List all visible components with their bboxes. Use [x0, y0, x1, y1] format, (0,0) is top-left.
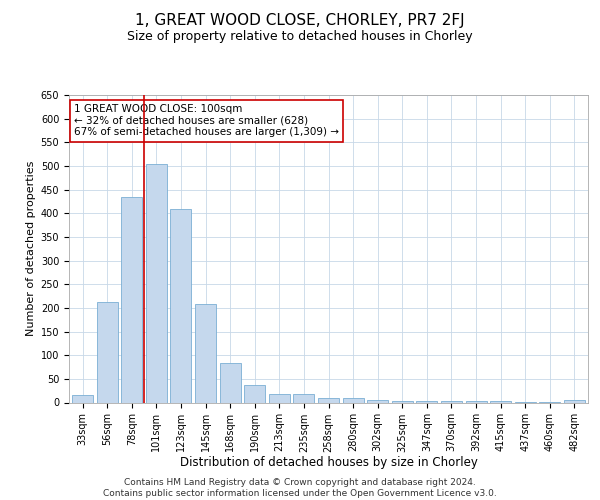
Bar: [318, 398, 339, 402]
Y-axis label: Number of detached properties: Number of detached properties: [26, 161, 37, 336]
Bar: [367, 400, 388, 402]
Bar: [416, 401, 437, 402]
Text: Size of property relative to detached houses in Chorley: Size of property relative to detached ho…: [127, 30, 473, 43]
X-axis label: Distribution of detached houses by size in Chorley: Distribution of detached houses by size …: [179, 456, 478, 469]
Bar: [293, 394, 314, 402]
Bar: [170, 210, 191, 402]
Bar: [392, 401, 413, 402]
Bar: [343, 398, 364, 402]
Bar: [269, 394, 290, 402]
Bar: [195, 304, 216, 402]
Bar: [564, 400, 585, 402]
Bar: [466, 401, 487, 402]
Text: 1, GREAT WOOD CLOSE, CHORLEY, PR7 2FJ: 1, GREAT WOOD CLOSE, CHORLEY, PR7 2FJ: [135, 12, 465, 28]
Text: Contains HM Land Registry data © Crown copyright and database right 2024.
Contai: Contains HM Land Registry data © Crown c…: [103, 478, 497, 498]
Bar: [146, 164, 167, 402]
Bar: [490, 401, 511, 402]
Bar: [97, 302, 118, 402]
Bar: [220, 363, 241, 403]
Bar: [72, 396, 93, 402]
Bar: [441, 401, 462, 402]
Text: 1 GREAT WOOD CLOSE: 100sqm
← 32% of detached houses are smaller (628)
67% of sem: 1 GREAT WOOD CLOSE: 100sqm ← 32% of deta…: [74, 104, 339, 138]
Bar: [121, 196, 142, 402]
Bar: [244, 384, 265, 402]
